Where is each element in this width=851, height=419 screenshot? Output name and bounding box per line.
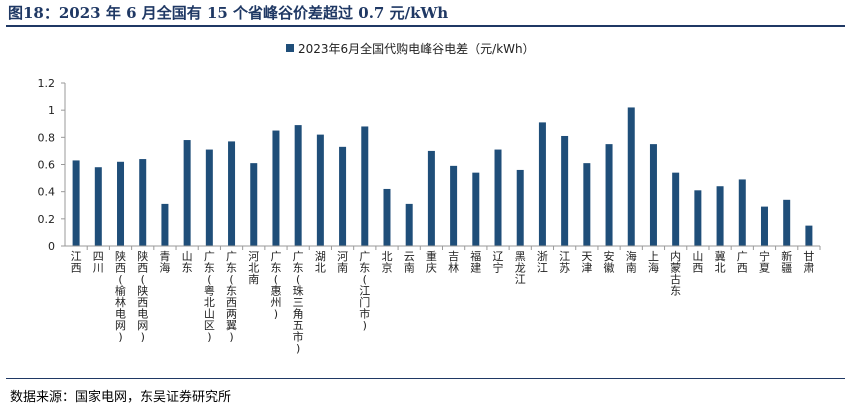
x-tick-label: 广东(江门市) [359, 250, 370, 332]
source-rule [6, 378, 845, 379]
x-tick-label: 上海 [648, 250, 659, 275]
x-tick-label: 辽宁 [493, 250, 504, 275]
bar [738, 179, 746, 246]
bar [205, 149, 213, 246]
bar [427, 150, 435, 246]
bar [228, 141, 236, 246]
x-tick-label: 海南 [626, 249, 637, 275]
x-tick-label: 甘肃 [803, 250, 814, 275]
x-tick-label: 青海 [159, 250, 170, 275]
bar [783, 199, 791, 246]
bar [516, 169, 524, 246]
x-tick-label: 广东(东西两翼) [226, 250, 237, 344]
title-rule [6, 25, 845, 27]
bar [472, 172, 480, 246]
x-tick-label: 湖北 [315, 250, 326, 275]
bar [405, 203, 413, 246]
bar [316, 134, 324, 246]
bar [716, 186, 724, 246]
x-tick-label: 云南 [404, 250, 415, 275]
y-tick-label: 1 [48, 104, 55, 117]
bar [94, 167, 102, 246]
bar [339, 146, 347, 246]
x-tick-label: 天津 [581, 250, 592, 275]
x-tick-label: 江西 [71, 250, 82, 275]
bar [494, 149, 502, 246]
bar [760, 206, 768, 246]
legend-swatch [286, 44, 294, 52]
x-tick-label: 江苏 [559, 250, 570, 275]
bars [72, 107, 813, 246]
bar [538, 122, 546, 246]
x-tick-label: 广东(珠三角五市) [293, 250, 304, 355]
x-tick-label: 陕西(榆林电网) [115, 249, 126, 344]
x-tick-label: 新疆 [781, 249, 792, 275]
bar [294, 125, 302, 246]
y-tick-label: 0.8 [38, 131, 56, 144]
bar [450, 165, 458, 246]
x-tick-label: 山西 [692, 250, 703, 275]
bar [672, 172, 680, 246]
bar-chart: 2023年6月全国代购电峰谷电差（元/kWh） 0 0.2 0.4 0.6 0.8 1 1.… [38, 41, 821, 355]
y-tick-label: 0 [48, 240, 55, 253]
bar [117, 161, 125, 246]
bar [272, 130, 280, 246]
x-tick-label: 北京 [381, 250, 392, 275]
bar [361, 126, 369, 246]
bar [694, 190, 702, 246]
x-tick-label: 浙江 [537, 250, 548, 275]
x-tick-label: 内蒙古东 [670, 249, 681, 298]
x-tick-label: 黑龙江 [515, 250, 526, 286]
x-tick-label: 广东(惠州) [270, 250, 281, 321]
bar [161, 203, 169, 246]
x-tick-label: 河南 [337, 250, 348, 275]
y-axis: 0 0.2 0.4 0.6 0.8 1 1.2 [38, 77, 66, 253]
legend: 2023年6月全国代购电峰谷电差（元/kWh） [286, 41, 535, 56]
bar [183, 140, 191, 246]
x-tick-label: 广东(粤北山区) [204, 250, 215, 344]
bar [627, 107, 635, 246]
bar [250, 163, 258, 246]
source-note: 数据来源：国家电网，东吴证券研究所 [10, 390, 232, 405]
bar [139, 159, 147, 246]
legend-label: 2023年6月全国代购电峰谷电差（元/kWh） [298, 41, 535, 56]
bar [72, 160, 80, 246]
bar [561, 135, 569, 246]
bar [649, 144, 657, 246]
x-tick-label: 重庆 [426, 249, 437, 275]
y-tick-label: 1.2 [38, 77, 56, 90]
bar [805, 225, 813, 246]
y-tick-label: 0.4 [38, 186, 56, 199]
figure-title: 图18：2023 年 6 月全国有 15 个省峰谷价差超过 0.7 元/kWh [8, 4, 449, 22]
bar [605, 144, 613, 246]
x-tick-label: 四川 [93, 250, 104, 275]
bar [583, 163, 591, 246]
x-tick-label: 吉林 [448, 250, 459, 275]
y-tick-label: 0.2 [38, 213, 56, 226]
x-tick-label: 安徽 [604, 249, 615, 275]
bar [383, 188, 391, 246]
x-tick-label: 河北南 [248, 250, 259, 286]
x-tick-label: 冀北 [715, 249, 726, 275]
x-tick-label: 陕西(陕西电网) [137, 249, 148, 344]
x-tick-label: 山东 [182, 250, 193, 275]
x-tick-label: 广西 [737, 250, 748, 275]
x-tick-label: 宁夏 [759, 249, 770, 275]
y-tick-label: 0.6 [38, 159, 56, 172]
x-tick-label: 福建 [470, 249, 481, 275]
